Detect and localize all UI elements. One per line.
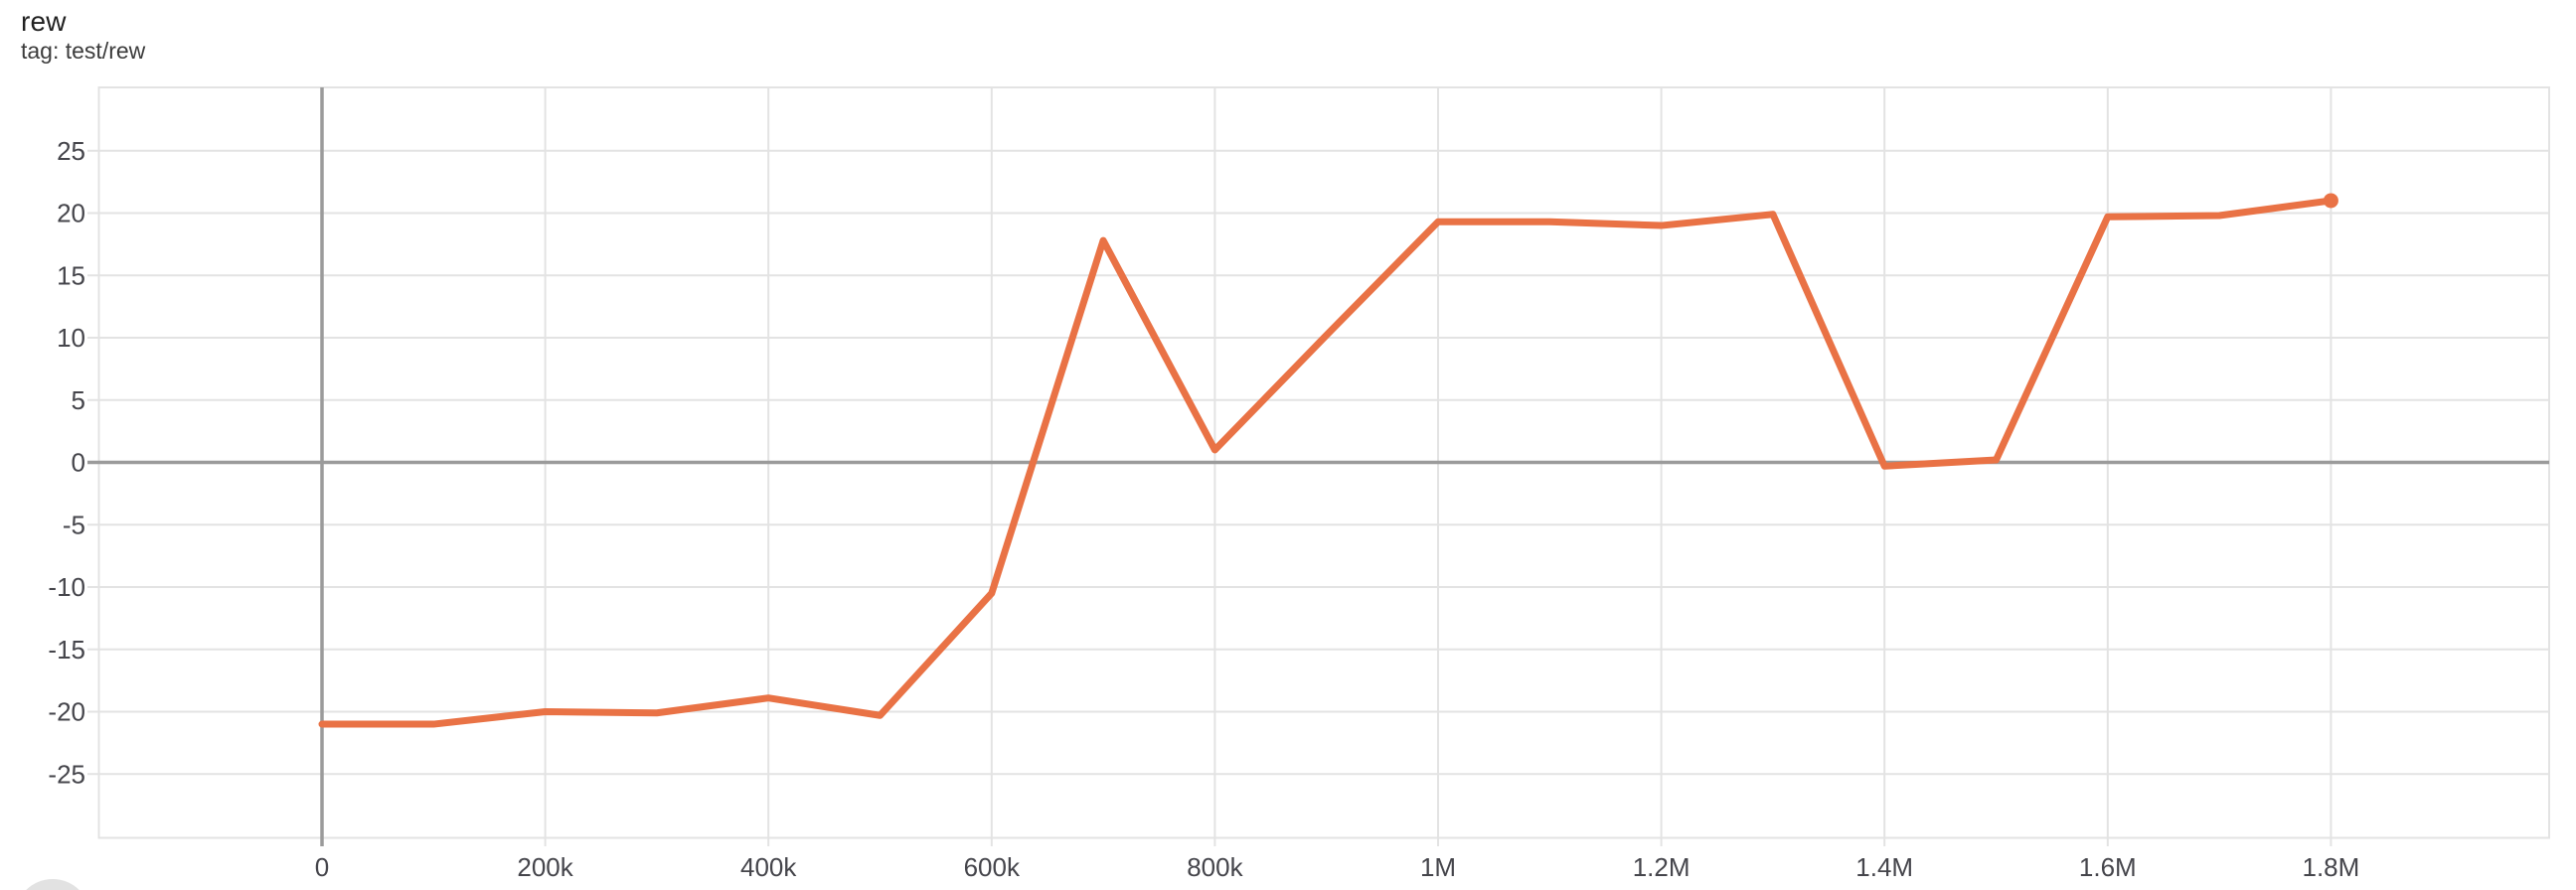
x-tick-label: 0 (315, 852, 329, 882)
x-tick-label: 1.6M (2079, 852, 2137, 882)
x-tick-label: 200k (517, 852, 573, 882)
chart-tag-subtitle: tag: test/rew (21, 38, 146, 64)
y-tick-label: -20 (48, 697, 85, 727)
last-point-marker (2323, 193, 2338, 209)
chart-header: rew tag: test/rew (21, 6, 146, 65)
y-tick-label: 0 (72, 448, 85, 478)
x-tick-label: 600k (964, 852, 1021, 882)
y-tick-label: 5 (72, 385, 85, 415)
y-tick-label: 10 (57, 323, 85, 353)
x-tick-label: 1.8M (2302, 852, 2359, 882)
chart-title: rew (21, 6, 67, 37)
y-tick-label: 15 (57, 260, 85, 290)
x-tick-label: 400k (740, 852, 797, 882)
y-tick-label: 25 (57, 136, 85, 166)
y-tick-label: -10 (48, 572, 85, 602)
corner-blob (15, 879, 90, 890)
x-tick-label: 800k (1187, 852, 1243, 882)
y-tick-label: -25 (48, 759, 85, 789)
x-tick-label: 1.4M (1855, 852, 1913, 882)
x-tick-label: 1.2M (1633, 852, 1690, 882)
y-tick-label: -5 (63, 510, 85, 539)
series-line (318, 197, 2334, 728)
y-tick-label: -15 (48, 635, 85, 665)
y-tick-label: 20 (57, 199, 85, 228)
x-tick-label: 1M (1420, 852, 1456, 882)
